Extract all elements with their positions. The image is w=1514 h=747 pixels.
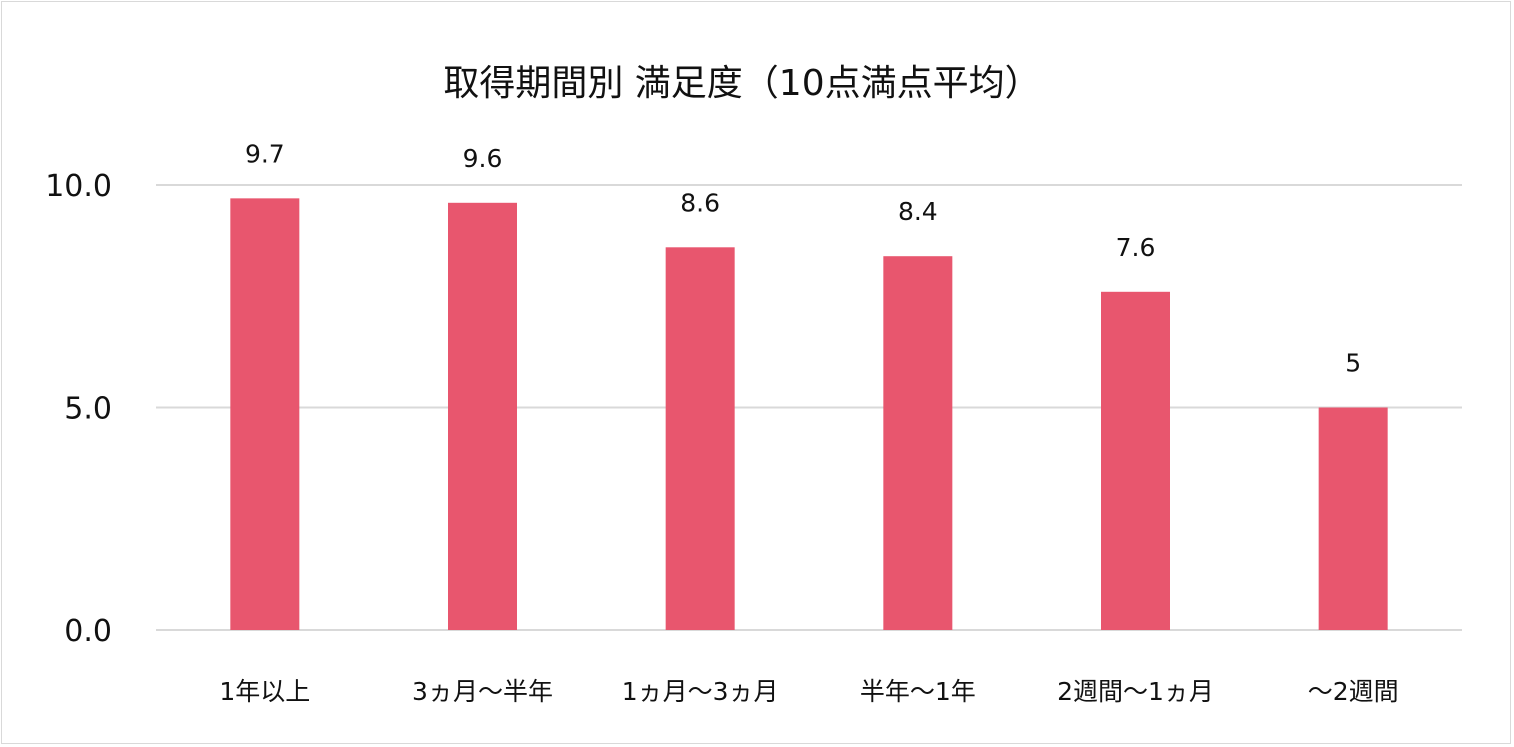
y-axis-ticks: 0.0 5.0 10.0: [45, 169, 112, 649]
data-label: 8.4: [898, 197, 938, 226]
bar: [1318, 407, 1388, 630]
y-tick-label: 10.0: [45, 169, 112, 204]
bar: [665, 247, 735, 631]
x-tick-label: 半年〜1年: [860, 677, 976, 706]
x-tick-label: 1ヵ月〜3ヵ月: [622, 677, 779, 706]
data-label: 9.6: [463, 144, 503, 173]
x-tick-label: 3ヵ月〜半年: [412, 677, 553, 706]
y-tick-label: 5.0: [64, 392, 112, 427]
chart-title: 取得期間別 満足度（10点満点平均）: [443, 63, 1040, 104]
bar: [883, 256, 953, 630]
data-label: 7.6: [1116, 233, 1156, 262]
bars: [230, 198, 1388, 631]
data-label: 5: [1345, 349, 1361, 378]
y-tick-label: 0.0: [64, 614, 112, 649]
bar: [1101, 291, 1170, 630]
x-tick-label: 2週間〜1ヵ月: [1057, 677, 1214, 706]
data-label: 8.6: [680, 188, 720, 217]
bar: [230, 198, 300, 630]
x-axis-ticks: 1年以上 3ヵ月〜半年 1ヵ月〜3ヵ月 半年〜1年 2週間〜1ヵ月 〜2週間: [219, 677, 1398, 706]
data-label: 9.7: [245, 139, 285, 168]
x-tick-label: 1年以上: [219, 677, 310, 706]
x-tick-label: 〜2週間: [1308, 677, 1399, 706]
bar: [448, 202, 517, 631]
data-labels: 9.7 9.6 8.6 8.4 7.6 5: [245, 139, 1361, 377]
grid-lines: [156, 184, 1462, 631]
